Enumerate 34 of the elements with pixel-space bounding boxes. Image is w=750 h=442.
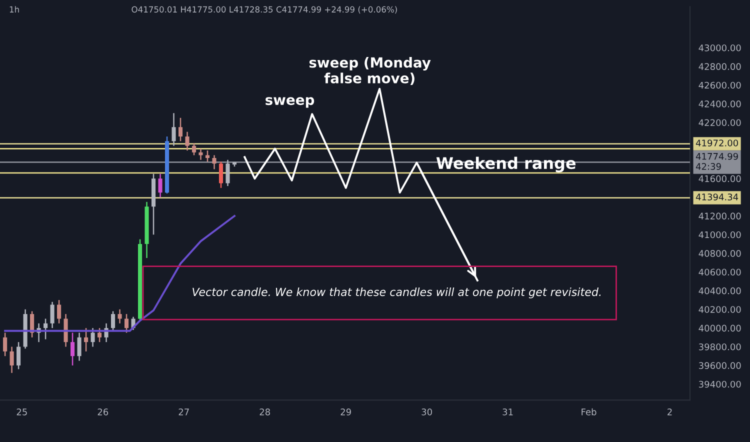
y-tick-label: 42400.00 xyxy=(698,100,741,108)
x-tick-label: 25 xyxy=(16,408,27,416)
x-tick-label: Feb xyxy=(582,408,596,416)
y-tick-label: 41200.00 xyxy=(698,212,741,220)
annotation: sweep (Monday false move) xyxy=(309,56,431,86)
y-tick-label: 43000.00 xyxy=(698,44,741,52)
ref-line-label: 41774.99 42:39 xyxy=(696,152,738,170)
annotation: sweep xyxy=(266,97,314,108)
y-tick-label: 42200.00 xyxy=(698,119,741,126)
x-tick-label: 30 xyxy=(422,408,432,416)
y-tick-label: 40000.00 xyxy=(698,324,741,332)
ref-line-label: 41972.00 xyxy=(696,140,738,146)
y-tick-label: 42600.00 xyxy=(698,82,741,89)
y-tick-label: 40800.00 xyxy=(698,250,741,257)
y-tick-label: 40600.00 xyxy=(698,268,741,276)
y-tick-label: 41000.00 xyxy=(698,231,741,238)
annotation: O41750.01 H41775.00 L41728.35 C41774.99 +24.99 (+0.06%) xyxy=(132,6,397,14)
y-tick-label: 39600.00 xyxy=(699,362,741,369)
annotation: Vector candle. We know that these candles will at one point get revisited. xyxy=(192,288,601,298)
ref-line-label: 41394.34 xyxy=(696,194,738,200)
x-tick-label: 29 xyxy=(340,408,351,416)
y-tick-label: 41600.00 xyxy=(698,175,741,182)
x-tick-label: 27 xyxy=(178,408,189,416)
x-tick-label: 28 xyxy=(260,408,270,416)
y-tick-label: 39800.00 xyxy=(699,343,741,350)
y-tick-label: 39400.00 xyxy=(699,380,741,388)
y-tick-label: 42800.00 xyxy=(698,63,741,70)
x-tick-label: 31 xyxy=(502,408,513,416)
x-tick-label: 26 xyxy=(98,408,108,416)
y-tick-label: 40400.00 xyxy=(698,287,741,294)
x-tick-label: 2 xyxy=(668,408,672,416)
annotation: Weekend range xyxy=(436,156,576,172)
annotation: 1h xyxy=(10,6,19,12)
y-tick-label: 40200.00 xyxy=(698,306,741,313)
